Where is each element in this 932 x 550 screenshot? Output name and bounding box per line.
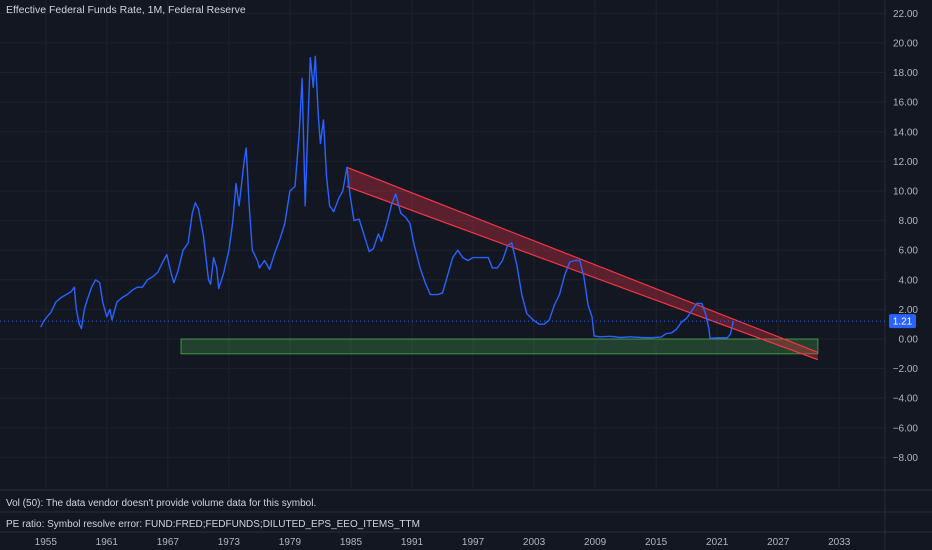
y-tick-label: 2.00	[899, 305, 919, 316]
x-tick-label: 1967	[157, 537, 180, 548]
x-tick-label: 1991	[401, 537, 424, 548]
y-tick-label: 22.00	[893, 9, 918, 20]
red-channel-upper-line[interactable]	[346, 166, 819, 353]
x-tick-label: 2033	[828, 537, 851, 548]
series-line-layer	[40, 55, 735, 339]
green-zone-layer	[180, 338, 819, 355]
y-tick-label: 4.00	[899, 275, 919, 286]
y-tick-label: −2.00	[893, 364, 919, 375]
last-price-label: 1.21	[893, 317, 913, 328]
pe-ratio-pane-message: PE ratio: Symbol resolve error: FUND:FRE…	[6, 519, 420, 530]
x-tick-label: 1961	[96, 537, 119, 548]
last-price-badge	[889, 314, 916, 329]
y-tick-label: 6.00	[899, 246, 919, 257]
x-tick-label: 2015	[645, 537, 668, 548]
x-axis[interactable]: 1955 1961 1967 1973 1979 1985 1991 1997 2003 2009…	[35, 537, 851, 548]
x-tick-label: 1955	[35, 537, 58, 548]
x-tick-label: 2003	[523, 537, 546, 548]
green-support-zone[interactable]	[180, 338, 819, 355]
x-tick-label: 1985	[340, 537, 363, 548]
y-tick-label: 14.00	[893, 127, 918, 138]
x-tick-label: 1979	[279, 537, 302, 548]
x-tick-label: 2027	[767, 537, 790, 548]
chart-title: Effective Federal Funds Rate, 1M, Federa…	[6, 4, 246, 16]
y-tick-label: 18.00	[893, 68, 918, 79]
y-tick-label: 20.00	[893, 38, 918, 49]
y-tick-label: −6.00	[893, 423, 919, 434]
y-tick-label: 0.00	[899, 335, 919, 346]
y-tick-label: 16.00	[893, 98, 918, 109]
y-tick-label: −4.00	[893, 394, 919, 405]
x-tick-label: 2021	[706, 537, 729, 548]
y-tick-label: 12.00	[893, 157, 918, 168]
last-price-layer: 1.21	[0, 314, 916, 329]
x-tick-label: 2009	[584, 537, 607, 548]
red-channel-fill	[346, 167, 818, 360]
x-tick-label: 1973	[218, 537, 241, 548]
y-tick-label: −8.00	[893, 453, 919, 464]
y-tick-label: 8.00	[899, 216, 919, 227]
trend-channel-layer	[346, 166, 819, 361]
fed-funds-rate-line[interactable]	[40, 55, 735, 339]
volume-pane-message: Vol (50): The data vendor doesn't provid…	[6, 498, 317, 509]
y-axis[interactable]: 22.00 20.00 18.00 16.00 14.00 12.00 10.00 8.00 6…	[893, 9, 919, 464]
y-tick-label: 10.00	[893, 186, 918, 197]
x-tick-label: 1997	[462, 537, 485, 548]
